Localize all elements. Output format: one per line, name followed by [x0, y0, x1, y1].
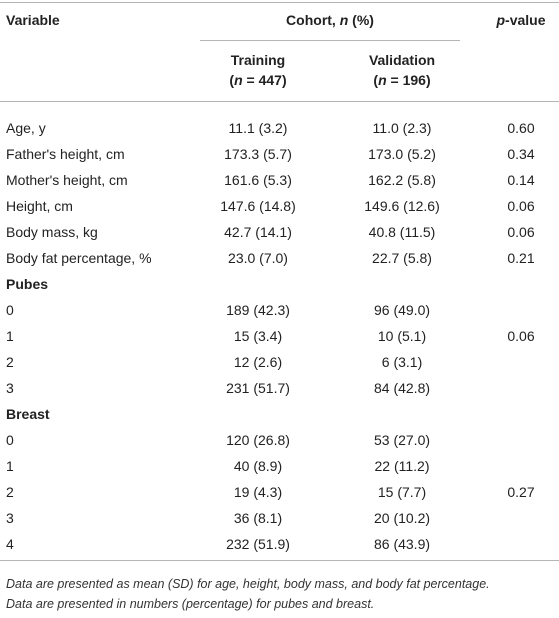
bottom-rule [0, 560, 559, 561]
text: -value [505, 12, 546, 28]
text: ( [229, 72, 235, 88]
training-cell: 173.3 (5.7) [224, 146, 292, 162]
text: n [234, 72, 243, 88]
validation-cell: 53 (27.0) [373, 432, 431, 448]
variable-cell: 2 [6, 484, 14, 500]
text: n [378, 72, 387, 88]
header-training-n: (n = 447) [229, 71, 286, 89]
cohort-rule [200, 40, 460, 41]
text: n [339, 12, 349, 28]
training-cell: 189 (42.3) [226, 302, 290, 318]
training-cell: 231 (51.7) [226, 380, 290, 396]
variable-cell: 4 [6, 536, 14, 552]
p-value-cell: 0.06 [507, 328, 535, 344]
validation-cell: 11.0 (2.3) [372, 120, 432, 136]
validation-cell: 22 (11.2) [374, 458, 430, 474]
training-cell: 147.6 (14.8) [220, 198, 296, 214]
top-rule [0, 2, 559, 3]
variable-cell: 3 [6, 380, 14, 396]
training-cell: 23.0 (7.0) [228, 250, 288, 266]
p-value-cell: 0.06 [507, 198, 535, 214]
p-value-cell: 0.60 [507, 120, 535, 136]
variable-cell: Height, cm [6, 198, 73, 214]
text: ( [373, 72, 379, 88]
footnote: Data are presented as mean (SD) for age,… [6, 577, 490, 591]
header-training: Training [230, 52, 286, 68]
p-value-cell: 0.21 [507, 250, 535, 266]
header-rule [0, 101, 559, 102]
header-variable: Variable [6, 12, 60, 28]
variable-cell: Mother's height, cm [6, 172, 128, 188]
validation-cell: 40.8 (11.5) [368, 224, 436, 240]
p-value-cell: 0.06 [507, 224, 535, 240]
text: = 196) [386, 72, 431, 88]
validation-cell: 84 (42.8) [373, 380, 431, 396]
validation-cell: 6 (3.1) [381, 354, 423, 370]
validation-cell: 86 (43.9) [373, 536, 431, 552]
p-value-cell: 0.27 [507, 484, 535, 500]
p-value-cell: 0.14 [507, 172, 535, 188]
validation-cell: 96 (49.0) [373, 302, 431, 318]
training-cell: 12 (2.6) [233, 354, 283, 370]
validation-cell: 162.2 (5.8) [368, 172, 436, 188]
training-cell: 120 (26.8) [226, 432, 290, 448]
variable-cell: 0 [6, 432, 14, 448]
variable-cell: Body fat percentage, % [6, 250, 152, 266]
variable-cell: Father's height, cm [6, 146, 125, 162]
validation-cell: 20 (10.2) [373, 510, 431, 526]
training-cell: 232 (51.9) [226, 536, 290, 552]
validation-cell: 10 (5.1) [377, 328, 427, 344]
training-cell: 40 (8.9) [233, 458, 283, 474]
validation-cell: 149.6 (12.6) [364, 198, 440, 214]
section-header: Breast [6, 406, 50, 422]
training-cell: 42.7 (14.1) [224, 224, 292, 240]
validation-cell: 15 (7.7) [377, 484, 427, 500]
training-cell: 11.1 (3.2) [228, 120, 288, 136]
section-header: Pubes [6, 276, 49, 292]
variable-cell: 1 [6, 458, 14, 474]
header-cohort: Cohort, n (%) [286, 11, 374, 29]
training-cell: 161.6 (5.3) [224, 172, 292, 188]
variable-cell: 1 [6, 328, 14, 344]
variable-cell: 2 [6, 354, 14, 370]
header-p-value: p-value [496, 11, 545, 29]
text: Cohort, [286, 12, 340, 28]
validation-cell: 22.7 (5.8) [372, 250, 432, 266]
training-cell: 36 (8.1) [233, 510, 283, 526]
training-cell: 19 (4.3) [233, 484, 283, 500]
footnote: Data are presented in numbers (percentag… [6, 597, 375, 611]
header-validation: Validation [368, 52, 436, 68]
validation-cell: 173.0 (5.2) [368, 146, 436, 162]
text: (%) [348, 12, 374, 28]
header-validation-n: (n = 196) [373, 71, 430, 89]
variable-cell: 3 [6, 510, 14, 526]
p-value-cell: 0.34 [507, 146, 535, 162]
text: = 447) [242, 72, 287, 88]
text: p [496, 12, 506, 28]
variable-cell: Body mass, kg [6, 224, 98, 240]
training-cell: 15 (3.4) [233, 328, 283, 344]
variable-cell: Age, y [6, 120, 46, 136]
variable-cell: 0 [6, 302, 14, 318]
